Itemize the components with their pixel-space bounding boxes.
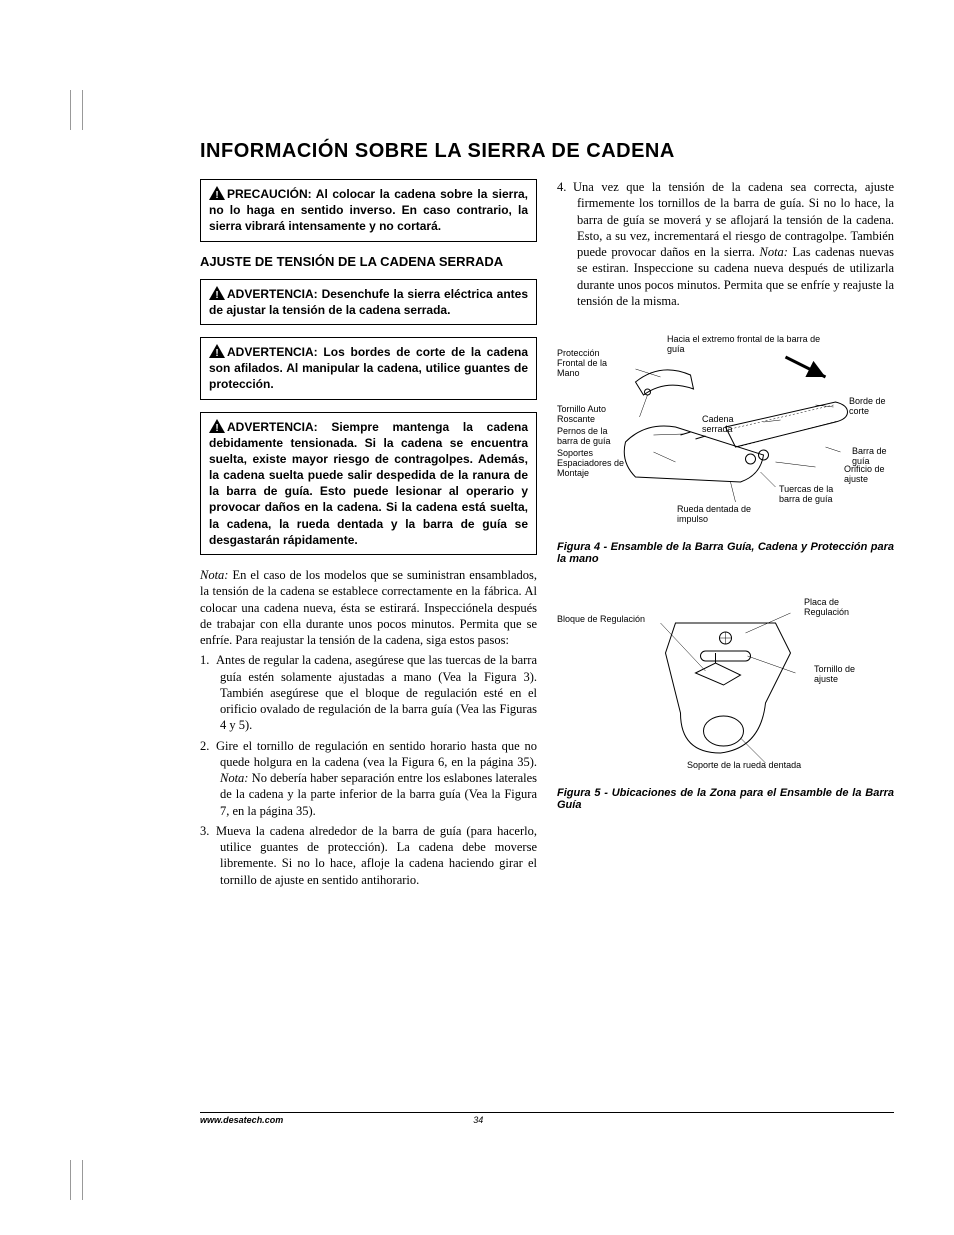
precaution-box: ! PRECAUCIÓN: Al colocar la cadena sobre… [200, 179, 537, 242]
page-footer: www.desatech.com 34 [200, 1112, 894, 1125]
diagram-label: Placa de Regulación [804, 598, 864, 618]
warning-icon: ! [209, 186, 225, 200]
section-heading: AJUSTE DE TENSIÓN DE LA CADENA SERRADA [200, 254, 537, 269]
diagram-label: Protección Frontal de la Mano [557, 349, 617, 379]
diagram-label: Soportes Espaciadores de Montaje [557, 449, 637, 479]
diagram-label: Soporte de la rueda dentada [687, 761, 837, 771]
figure-4-caption: Figura 4 - Ensamble de la Barra Guía, Ca… [557, 541, 894, 565]
step-text: Gire el tornillo de regulación en sentid… [216, 739, 537, 769]
page-title: INFORMACIÓN SOBRE LA SIERRA DE CADENA [200, 140, 894, 163]
diagram-label: Tornillo Auto Roscante [557, 405, 617, 425]
list-item: 2.Gire el tornillo de regulación en sent… [200, 738, 537, 819]
diagram-label: Pernos de la barra de guía [557, 427, 627, 447]
svg-text:!: ! [215, 290, 218, 300]
warning-text: ADVERTENCIA: Siempre mantenga la cadena … [209, 420, 528, 547]
warning-box-1: ! ADVERTENCIA: Desenchufe la sierra eléc… [200, 279, 537, 325]
warning-text: ADVERTENCIA: Desenchufe la sierra eléctr… [209, 287, 528, 317]
list-item: 1.Antes de regular la cadena, asegúrese … [200, 652, 537, 733]
note-prefix: Nota: [760, 245, 788, 259]
left-column: ! PRECAUCIÓN: Al colocar la cadena sobre… [200, 179, 537, 892]
svg-text:!: ! [215, 348, 218, 358]
note-prefix: Nota: [200, 568, 228, 582]
step-text: No debería haber separación entre los es… [220, 771, 537, 818]
figure-5-diagram: Bloque de Regulación Placa de Regulación… [557, 583, 894, 783]
diagram-label: Rueda dentada de impulso [677, 505, 767, 525]
step-text: Antes de regular la cadena, asegúrese qu… [216, 653, 537, 732]
figure-4: Hacia el extremo frontal de la barra de … [557, 327, 894, 565]
footer-page-number: 34 [473, 1115, 483, 1125]
list-item: 3.Mueva la cadena alrededor de la barra … [200, 823, 537, 888]
note-prefix: Nota: [220, 771, 248, 785]
figure-4-diagram: Hacia el extremo frontal de la barra de … [557, 327, 894, 537]
diagram-label: Hacia el extremo frontal de la barra de … [667, 335, 827, 355]
step-text: Mueva la cadena alrededor de la barra de… [216, 824, 537, 887]
diagram-label: Cadena serrada [702, 415, 747, 435]
note-paragraph: Nota: En el caso de los modelos que se s… [200, 567, 537, 648]
diagram-label: Borde de corte [849, 397, 894, 417]
precaution-text: PRECAUCIÓN: Al colocar la cadena sobre l… [209, 187, 528, 233]
warning-icon: ! [209, 344, 225, 358]
figure-5-caption: Figura 5 - Ubicaciones de la Zona para e… [557, 787, 894, 811]
note-text: En el caso de los modelos que se suminis… [200, 568, 537, 647]
steps-list: 1.Antes de regular la cadena, asegúrese … [200, 652, 537, 888]
svg-text:!: ! [215, 190, 218, 200]
warning-box-2: ! ADVERTENCIA: Los bordes de corte de la… [200, 337, 537, 400]
warning-icon: ! [209, 286, 225, 300]
steps-list-continued: 4.Una vez que la tensión de la cadena se… [557, 179, 894, 309]
diagram-label: Bloque de Regulación [557, 615, 657, 625]
list-item: 4.Una vez que la tensión de la cadena se… [557, 179, 894, 309]
diagram-label: Tornillo de ajuste [814, 665, 869, 685]
footer-url: www.desatech.com [200, 1115, 283, 1125]
diagram-label: Tuercas de la barra de guía [779, 485, 844, 505]
warning-text: ADVERTENCIA: Los bordes de corte de la c… [209, 345, 528, 391]
content-columns: ! PRECAUCIÓN: Al colocar la cadena sobre… [200, 179, 894, 892]
figure-5: Bloque de Regulación Placa de Regulación… [557, 583, 894, 811]
warning-box-3: ! ADVERTENCIA: Siempre mantenga la caden… [200, 412, 537, 556]
warning-icon: ! [209, 419, 225, 433]
diagram-label: Orificio de ajuste [844, 465, 894, 485]
svg-text:!: ! [215, 423, 218, 433]
right-column: 4.Una vez que la tensión de la cadena se… [557, 179, 894, 892]
